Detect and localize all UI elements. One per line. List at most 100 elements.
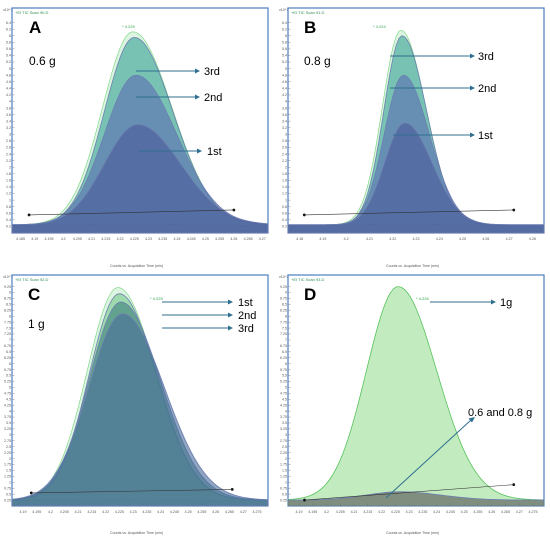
x-tick-label: 4.275: [528, 510, 537, 514]
x-tick-label: 4.25: [202, 237, 209, 241]
y-tick-label: 1: [285, 198, 287, 202]
y-tick-label: 2.5: [282, 445, 287, 449]
x-tick-label: 4.25: [185, 510, 192, 514]
x-tick-label: 4.235: [158, 237, 167, 241]
y-tick-label: 2.4: [6, 152, 11, 156]
y-tick-label: 4.6: [6, 80, 11, 84]
annotation-3rd: 3rd: [390, 51, 494, 63]
x-tick-label: 4.19: [296, 510, 303, 514]
y-tick-label: 4: [9, 409, 11, 413]
x-tick-label: 4.265: [225, 510, 234, 514]
y-tick-label: 5.4: [6, 54, 11, 58]
sample-mass-label: 1 g: [28, 317, 45, 331]
annotation-label-1st: 1st: [207, 146, 222, 158]
series-0-6-and-0-8-g: [287, 491, 545, 507]
y-tick-label: 2.25: [4, 451, 11, 455]
y-tick-label: 9.25: [4, 285, 11, 289]
y-tick-label: 3.4: [282, 119, 287, 123]
y-axis-ticks: 0.2 0.4 0.6 0.8 1 1.2 1.4 1.6 1.8 2 2.2 2.4 2.6 2.8 3 3…: [282, 21, 291, 229]
peak-label: * 4.225: [150, 296, 163, 301]
x-tick-label: 4.27: [516, 510, 523, 514]
x-tick-label: 4.24: [157, 510, 164, 514]
y-tick-label: 6: [285, 362, 287, 366]
y-tick-label: 0.5: [6, 492, 11, 496]
x-tick-label: 4.275: [252, 510, 261, 514]
x-tick-label: 4.2: [324, 510, 329, 514]
y-tick-label: 6.75: [280, 344, 287, 348]
y-tick-label: 6.2: [282, 27, 287, 31]
y-tick-label: 6.5: [6, 350, 11, 354]
y-tick-label: 7.25: [280, 332, 287, 336]
y-tick-label: 4.2: [282, 93, 287, 97]
integration-marker: [303, 498, 306, 502]
chromatograms: [287, 29, 545, 234]
annotation-label-minor-samples: 0.6 and 0.8 g: [468, 407, 532, 419]
y-tick-label: 1.5: [282, 469, 287, 473]
x-tick-label: 4.195: [308, 510, 317, 514]
y-tick-label: 4.6: [282, 80, 287, 84]
chromatograms: [287, 286, 545, 507]
x-tick-label: 4.225: [391, 510, 400, 514]
y-tick-label: 6.75: [4, 344, 11, 348]
integration-baseline: [31, 489, 233, 494]
y-tick-label: 3: [285, 433, 287, 437]
y-tick-label: 6: [9, 34, 11, 38]
y-tick-label: 3.75: [4, 415, 11, 419]
y-tick-label: 2.2: [282, 159, 287, 163]
x-axis-ticks: 4.19 4.195 4.2 4.205 4.21 4.215 4.22 4.225 4.23 4…: [296, 503, 537, 514]
y-tick-label: 1.25: [280, 475, 287, 479]
y-tick-label: 1.75: [4, 463, 11, 467]
y-exponent-label: x10^7: [3, 8, 12, 12]
y-tick-label: 0.4: [282, 218, 287, 222]
y-exponent-label: x10^7: [279, 275, 288, 279]
y-tick-label: 2: [9, 457, 11, 461]
y-tick-label: 4.8: [6, 73, 11, 77]
y-exponent-label: x10^7: [3, 275, 12, 279]
y-tick-label: 1.5: [6, 469, 11, 473]
y-tick-label: 3.8: [282, 106, 287, 110]
annotation-1g: 1g: [430, 297, 512, 309]
y-tick-label: 7.5: [6, 326, 11, 330]
y-tick-label: 3: [9, 133, 11, 137]
x-tick-label: 4.2: [344, 237, 349, 241]
x-tick-label: 4.215: [363, 510, 372, 514]
annotation-label-3rd: 3rd: [478, 51, 494, 63]
x-tick-label: 4.195: [44, 237, 53, 241]
chromatograms: [11, 287, 269, 507]
sample-mass-label: 0.8 g: [304, 54, 331, 68]
y-tick-label: 0.75: [4, 486, 11, 490]
y-tick-label: 5.6: [6, 47, 11, 51]
x-tick-label: 4.28: [529, 237, 536, 241]
x-tick-label: 4.255: [473, 510, 482, 514]
chart-c: x10^7 +EI TIC Scan 92.D 0.25 0.5 0.75 11.25…: [3, 274, 269, 535]
y-tick-label: 2: [9, 165, 11, 169]
y-tick-label: 4.4: [282, 87, 287, 91]
x-tick-label: 4.235: [142, 510, 151, 514]
chart-header: +EI TIC Scan 91.D: [291, 10, 324, 15]
x-tick-label: 4.18: [296, 237, 303, 241]
x-tick-label: 4.255: [197, 510, 206, 514]
y-tick-label: 7.25: [4, 332, 11, 336]
y-tick-label: 9: [285, 291, 287, 295]
chart-header: +EI TIC Scan 93.D: [291, 277, 324, 282]
y-tick-label: 1.4: [282, 185, 287, 189]
y-tick-label: 5: [9, 67, 11, 71]
y-tick-label: 1.25: [4, 475, 11, 479]
y-tick-label: 8.25: [280, 308, 287, 312]
panel-letter: A: [29, 18, 41, 37]
y-tick-label: 5.8: [282, 41, 287, 45]
y-tick-label: 1.2: [6, 192, 11, 196]
x-tick-label: 4.21: [366, 237, 373, 241]
series-3rd: [11, 313, 269, 507]
y-tick-label: 1: [9, 480, 11, 484]
y-tick-label: 5.2: [6, 60, 11, 64]
x-tick-label: 4.23: [413, 237, 420, 241]
x-tick-label: 4.19: [31, 237, 38, 241]
x-tick-label: 4.21: [75, 510, 82, 514]
panel-letter: C: [28, 285, 40, 304]
x-tick-label: 4.23: [130, 510, 137, 514]
x-tick-label: 4.26: [482, 237, 489, 241]
y-tick-label: 1.2: [282, 192, 287, 196]
y-tick-label: 4.5: [282, 397, 287, 401]
y-tick-label: 6.5: [282, 350, 287, 354]
